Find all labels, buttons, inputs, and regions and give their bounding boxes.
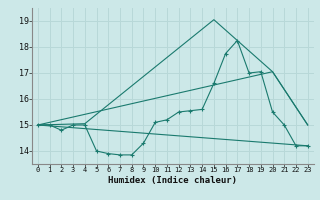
X-axis label: Humidex (Indice chaleur): Humidex (Indice chaleur) <box>108 176 237 185</box>
